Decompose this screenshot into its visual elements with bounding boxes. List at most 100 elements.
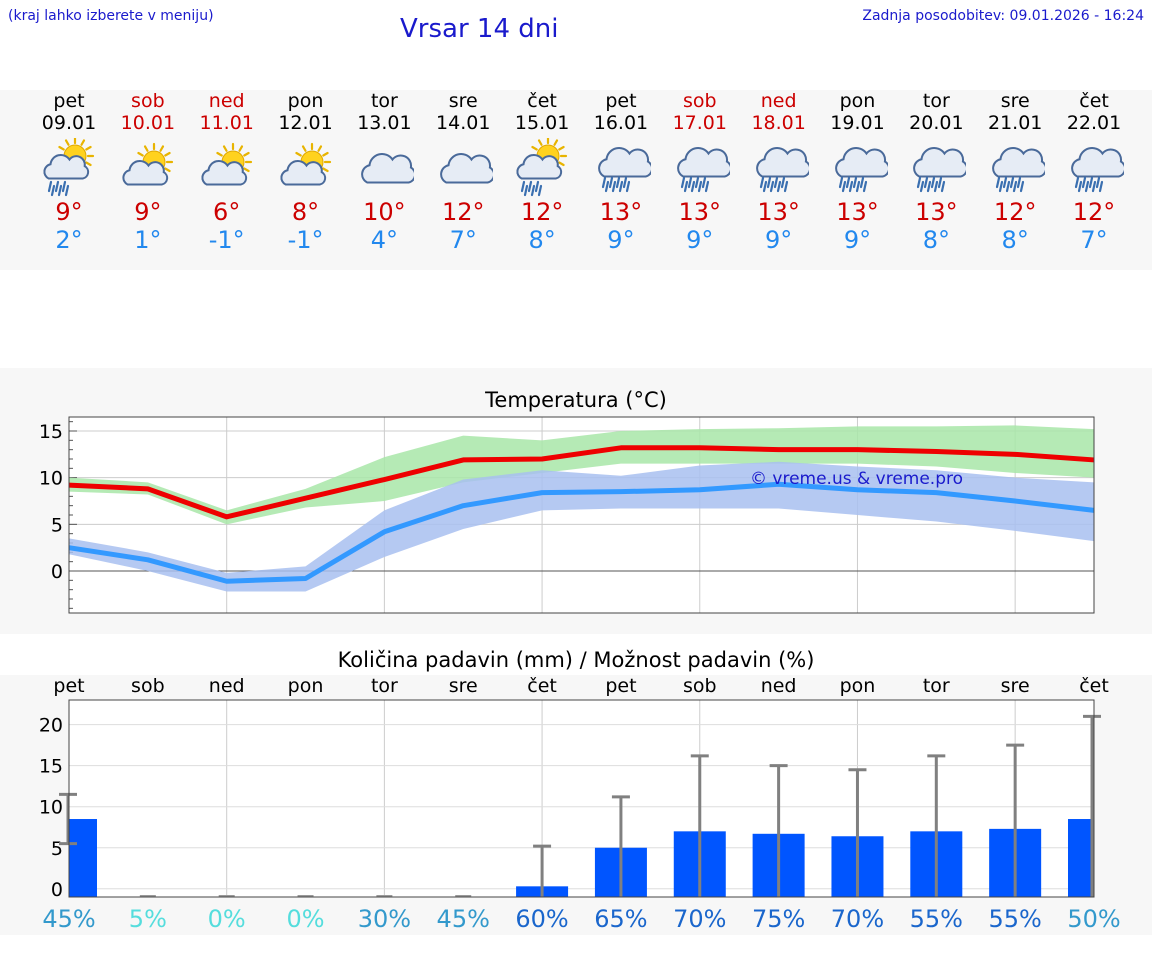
day-date: 12.01 — [278, 112, 333, 134]
max-temp: 8° — [291, 198, 320, 226]
x-day-label: čet — [1079, 675, 1109, 697]
day-name: pet — [605, 90, 637, 112]
day-name: sre — [1000, 90, 1030, 112]
page-title: Vrsar 14 dni — [400, 14, 559, 44]
cloud-rain-icon — [834, 147, 888, 193]
forecast-day: pet 16.01 13° 9° — [581, 90, 661, 254]
max-temp: 6° — [213, 198, 241, 226]
sun-cloud-icon — [122, 142, 173, 186]
precip-bar — [69, 819, 97, 897]
cloud-rain-icon — [992, 147, 1046, 193]
forecast-day: ned 11.01 6° -1° — [187, 90, 267, 254]
day-date: 10.01 — [120, 112, 176, 134]
forecast-day: sob 17.01 13° 9° — [660, 90, 740, 254]
max-temp: 13° — [836, 198, 879, 226]
y-tick-label: 20 — [39, 715, 63, 737]
min-temp: 4° — [370, 226, 399, 254]
last-update: Zadnja posodobitev: 09.01.2026 - 16:24 — [862, 8, 1144, 24]
max-temp: 13° — [678, 198, 722, 226]
day-date: 09.01 — [41, 112, 97, 134]
forecast-day: pon 19.01 13° 9° — [818, 90, 898, 254]
forecast-day: sre 14.01 12° 7° — [423, 90, 503, 254]
precip-probability: 55% — [988, 905, 1041, 933]
day-date: 17.01 — [672, 112, 727, 134]
max-temp: 13° — [757, 198, 800, 226]
cloud-rain-icon — [755, 147, 809, 193]
x-day-label: čet — [527, 675, 557, 697]
day-date: 20.01 — [909, 112, 964, 134]
min-temp: 8° — [922, 226, 950, 254]
y-tick-label: 0 — [51, 879, 63, 901]
min-temp-line — [68, 481, 1095, 584]
max-temp: 12° — [520, 198, 564, 226]
forecast-day: tor 20.01 13° 8° — [896, 90, 976, 254]
forecast-day: čet 22.01 12° 7° — [1054, 90, 1134, 254]
forecast-day: tor 13.01 10° 4° — [344, 90, 424, 254]
max-temp: 10° — [363, 198, 406, 226]
x-day-label: pon — [840, 675, 876, 697]
x-day-label: ned — [209, 675, 245, 697]
x-day-label: sre — [1001, 675, 1030, 697]
min-temp: 9° — [843, 226, 872, 254]
cloud-rain-icon — [598, 147, 651, 193]
precip-probability: 45% — [437, 905, 490, 933]
precip-probability: 5% — [129, 905, 167, 933]
cloud-rain-icon — [913, 147, 967, 193]
max-temp: 12° — [1072, 198, 1116, 226]
precip-probability: 0% — [286, 905, 324, 933]
x-day-label: sob — [683, 675, 717, 697]
x-day-label: pet — [605, 675, 636, 697]
plot-border — [68, 416, 1095, 614]
day-date: 19.01 — [830, 112, 885, 134]
precip-probability: 70% — [673, 905, 726, 933]
day-date: 11.01 — [199, 112, 254, 134]
day-name: čet — [1079, 90, 1109, 112]
precip-probability: 65% — [594, 905, 647, 933]
day-name: ned — [208, 90, 245, 112]
max-temp: 12° — [441, 198, 485, 226]
max-temp: 13° — [915, 198, 958, 226]
y-tick-label: 5 — [51, 514, 63, 536]
x-day-label: pon — [288, 675, 324, 697]
precip-probability: 30% — [358, 905, 411, 933]
y-tick-label: 15 — [39, 756, 63, 778]
min-temp: 9° — [765, 226, 793, 254]
precip-probability: 55% — [910, 905, 963, 933]
day-date: 14.01 — [436, 112, 491, 134]
precip-bar — [1068, 819, 1094, 897]
day-date: 22.01 — [1066, 112, 1122, 134]
day-name: tor — [922, 90, 950, 112]
day-name: sob — [683, 90, 717, 112]
x-day-label: tor — [371, 675, 398, 697]
day-name: pon — [287, 90, 324, 112]
min-temp: 7° — [1080, 226, 1108, 254]
forecast-day: sre 21.01 12° 8° — [975, 90, 1055, 254]
precip-probability: 60% — [515, 905, 568, 933]
day-date: 18.01 — [751, 112, 806, 134]
day-name: ned — [760, 90, 797, 112]
max-temp: 9° — [134, 198, 162, 226]
forecast-day: sob 10.01 9° 1° — [108, 90, 188, 254]
sun-cloud-rain-icon — [43, 138, 95, 197]
max-temp: 9° — [55, 198, 83, 226]
cloud-icon — [440, 153, 494, 184]
plot-border — [68, 699, 1095, 898]
precipitation-chart: pet sob ned pon tor sre čet pet sob ned pon tor sre č… — [39, 675, 1121, 933]
forecast-day: pet 09.01 9° 2° — [29, 90, 109, 254]
max-temp: 12° — [993, 198, 1037, 226]
min-temp: -1° — [208, 226, 245, 254]
max-temp: 13° — [599, 198, 643, 226]
forecast-day: pon 12.01 8° -1° — [266, 90, 346, 254]
min-temp: 9° — [607, 226, 635, 254]
max-temp-line — [68, 445, 1095, 520]
x-day-label: pet — [53, 675, 84, 697]
y-tick-label: 10 — [39, 468, 63, 490]
min-temp: 8° — [1001, 226, 1029, 254]
min-temp: 8° — [528, 226, 556, 254]
day-name: sob — [131, 90, 165, 112]
precip-probability: 50% — [1067, 905, 1120, 933]
x-day-label: ned — [761, 675, 797, 697]
min-temp: 1° — [134, 226, 162, 254]
y-tick-label: 0 — [51, 561, 63, 583]
temperature-chart: 0 5 10 15 © vreme.us & vreme.pro — [39, 416, 1095, 614]
